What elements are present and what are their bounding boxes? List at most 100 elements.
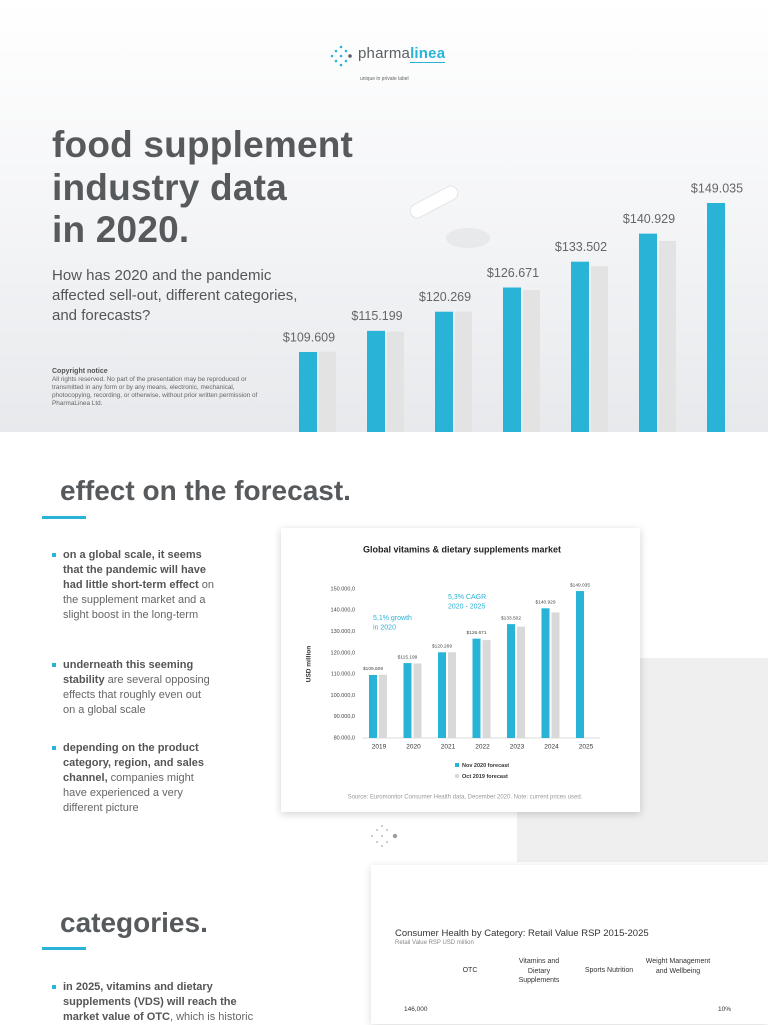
hero-value-label: $120.269 [419, 290, 471, 304]
source-note: Source: Euromonitor Consumer Health data… [348, 795, 583, 801]
bullet: depending on the product category, regio… [52, 741, 215, 816]
x-tick-label: 2020 [406, 744, 421, 751]
brand: pharmalinea [358, 45, 446, 63]
bar [448, 652, 456, 738]
legend-label: Oct 2019 forecast [462, 774, 508, 780]
category-chart-title: Consumer Health by Category: Retail Valu… [395, 928, 649, 939]
bullet-bold: depending on the product category, regio… [63, 742, 205, 784]
section-heading: effect on the forecast. [60, 475, 351, 506]
value-label: $126.671 [466, 630, 486, 636]
bullet: underneath this seeming stability are se… [52, 658, 215, 718]
bullet-bold: in 2025, vitamins and dietary supplement… [63, 981, 237, 1023]
y-tick-label: 140.000,0 [331, 608, 355, 614]
bar [507, 624, 515, 738]
y-tick-label: 150.000,0 [331, 586, 355, 592]
hero-bar [707, 203, 725, 432]
hero-value-label: $133.502 [555, 240, 607, 254]
copyright-text: All rights reserved. No part of the pres… [52, 376, 258, 407]
category-column: Weight Management and Wellbeing [645, 958, 711, 975]
bullet-bold: on a global scale, it seems that the pan… [63, 549, 207, 591]
hero-bar [503, 287, 521, 432]
bar [576, 591, 584, 738]
bar [541, 608, 550, 738]
value-label: $109.609 [363, 666, 383, 672]
bar [472, 638, 481, 738]
value-label: $133.502 [501, 615, 521, 621]
bar [517, 626, 525, 738]
hero-subtitle: How has 2020 and the pandemic affected s… [52, 267, 298, 324]
y-tick-label: 120.000,0 [331, 650, 355, 656]
bar [403, 663, 412, 738]
x-tick-label: 2023 [510, 744, 525, 751]
bar [369, 674, 377, 738]
legend-swatch [455, 763, 459, 767]
x-tick-label: 2025 [579, 744, 594, 751]
y-tick-label: 130.000,0 [331, 629, 355, 635]
hero-bar [639, 233, 657, 432]
x-tick-label: 2021 [441, 744, 456, 751]
heading-underline [42, 516, 86, 519]
hero-value-label: $149.035 [691, 181, 743, 195]
hero-bar [319, 351, 336, 432]
bar [438, 652, 446, 738]
chart-title: Global vitamins & dietary supplements ma… [363, 544, 561, 554]
section-heading: categories. [60, 907, 208, 938]
hero-bar [435, 311, 453, 432]
annotation: 5,3% CAGR [448, 594, 486, 601]
bullet: on a global scale, it seems that the pan… [52, 548, 215, 623]
category-column: OTC [462, 967, 478, 974]
hero-title: in 2020. [52, 209, 190, 250]
tagline: unique in private label [360, 76, 409, 82]
category-column: Sports Nutrition [584, 967, 634, 974]
bullet-bold: underneath this seeming stability [63, 659, 194, 686]
legend-label: Nov 2020 forecast [462, 763, 509, 769]
y-tick-label: 80.000,0 [334, 735, 355, 741]
bullet-text: , which is historic [169, 1011, 254, 1023]
brand-name: pharma [358, 45, 411, 62]
value-label: $149.035 [570, 582, 590, 588]
logo-icon [330, 45, 352, 67]
value-label: $120.269 [432, 644, 452, 650]
category-chart-subtitle: Retail Value RSP USD million [395, 940, 474, 946]
hero-title: food supplement [52, 124, 354, 165]
copyright-title: Copyright notice [52, 368, 108, 375]
legend-swatch [455, 774, 459, 778]
bar [413, 663, 422, 738]
value-label: $140.929 [535, 600, 555, 606]
bar [551, 612, 560, 738]
annotation: 2020 - 2025 [448, 603, 485, 610]
bullet-text: on the supplement market and a slight bo… [63, 579, 214, 621]
chart-card [371, 865, 768, 1024]
x-tick-label: 2024 [544, 744, 559, 751]
hero-bar [387, 331, 404, 432]
bullet: in 2025, vitamins and dietary supplement… [52, 980, 263, 1025]
x-tick-label: 2022 [475, 744, 490, 751]
hero-value-label: $126.671 [487, 266, 539, 280]
hero-bar [367, 330, 385, 432]
hero-value-label: $115.199 [351, 309, 402, 323]
hero-value-label: $140.929 [623, 212, 675, 226]
value-label: $115.199 [398, 654, 418, 660]
bar [379, 674, 387, 738]
y-tick-label: 110.000,0 [331, 672, 355, 678]
category-column: Vitamins and Dietary Supplements [518, 958, 560, 984]
bar [482, 640, 491, 738]
hero-bar [523, 290, 540, 432]
y-tick-label: 100.000,0 [331, 693, 355, 699]
category-tick-label: 10% [718, 1006, 732, 1013]
y-tick-label: 90.000,0 [334, 714, 355, 720]
bullet-text: are several opposing effects that roughl… [63, 674, 210, 716]
hero-value-label: $109.609 [283, 330, 335, 344]
heading-underline [42, 947, 86, 950]
annotation: in 2020 [373, 624, 396, 631]
brand-name-accent: linea [410, 45, 446, 63]
category-tick-label: 146,000 [404, 1006, 428, 1013]
hero-title: industry data [52, 167, 287, 208]
hero-bar [571, 261, 589, 432]
hero-bar [455, 311, 472, 432]
dots-icon [371, 825, 398, 847]
pill-decor [409, 185, 490, 248]
hero-bar [659, 240, 676, 432]
